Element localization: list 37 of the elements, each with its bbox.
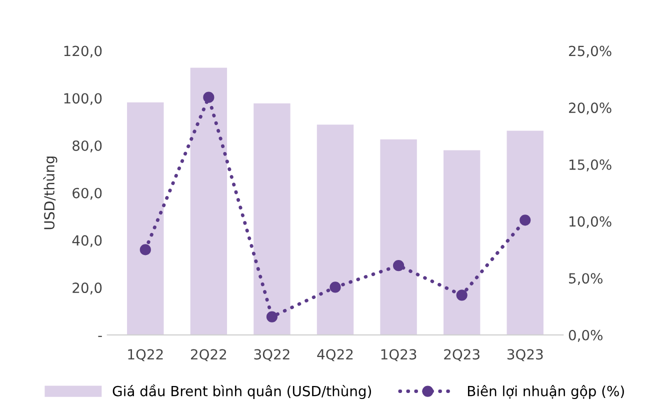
y2-tick-label: 20,0% xyxy=(568,102,612,114)
y-tick-label: 100,0 xyxy=(64,93,102,106)
bar xyxy=(316,124,354,335)
point xyxy=(393,260,404,272)
point xyxy=(456,290,468,301)
y-tick-label: - xyxy=(98,336,102,337)
y-tick-label: 120,0 xyxy=(64,46,102,58)
y-tick-label: 60,0 xyxy=(72,188,102,200)
x-tick-label: 1Q23 xyxy=(381,349,416,362)
bar xyxy=(380,139,417,335)
point xyxy=(330,282,341,293)
x-tick-label: 2Q22 xyxy=(190,349,226,362)
y-tick-label: 20,0 xyxy=(72,282,102,294)
y-tick-label: 80,0 xyxy=(72,140,102,152)
x-tick-label: 1Q22 xyxy=(128,349,163,362)
legend-label: Biên lợi nhuận gộp (%) xyxy=(468,385,624,400)
bar xyxy=(254,103,290,335)
bar xyxy=(443,150,480,335)
point xyxy=(266,311,278,322)
y2-tick-label: 10,0% xyxy=(570,216,612,228)
x-tick-label: 3Q23 xyxy=(507,349,543,362)
point xyxy=(520,214,531,226)
x-tick-label: 2Q23 xyxy=(444,349,480,362)
bar xyxy=(190,68,228,335)
x-tick-label: 4Q22 xyxy=(317,349,353,362)
y2-tick-label: 25,0% xyxy=(568,46,612,58)
point xyxy=(140,244,151,256)
y-tick-label: 40,0 xyxy=(72,235,102,248)
y-axis-title: USD/thùng xyxy=(43,156,58,230)
y2-tick-label: 15,0% xyxy=(570,159,612,172)
bar xyxy=(506,130,544,335)
legend-label: Giá dầu Brent bình quân (USD/thùng) xyxy=(112,384,372,400)
y2-tick-label: 5,0% xyxy=(569,273,602,285)
y2-tick-label: 0,0% xyxy=(568,330,602,342)
point xyxy=(203,92,214,103)
x-tick-label: 3Q22 xyxy=(254,349,290,362)
bar xyxy=(127,102,164,335)
